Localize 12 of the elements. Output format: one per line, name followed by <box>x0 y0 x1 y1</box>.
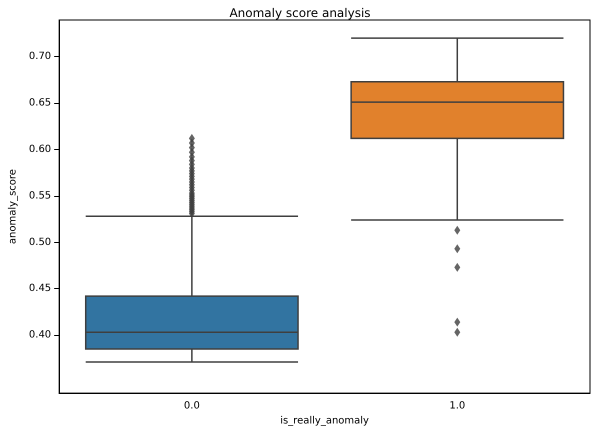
y-tick-label: 0.45 <box>28 283 52 294</box>
y-axis-title: anomaly_score <box>8 169 18 244</box>
x-tick-label: 0.0 <box>184 400 200 412</box>
x-axis-title: is_really_anomaly <box>280 416 370 426</box>
y-tick-label: 0.40 <box>28 330 52 341</box>
y-tick-label: 0.60 <box>28 144 52 155</box>
x-tick-label: 1.0 <box>449 400 466 412</box>
y-tick-label: 0.70 <box>28 51 52 62</box>
chart-title: Anomaly score analysis <box>229 6 371 20</box>
y-tick-label: 0.50 <box>28 236 52 248</box>
y-tick-label: 0.55 <box>28 190 52 202</box>
y-tick-label: 0.65 <box>28 98 52 109</box>
